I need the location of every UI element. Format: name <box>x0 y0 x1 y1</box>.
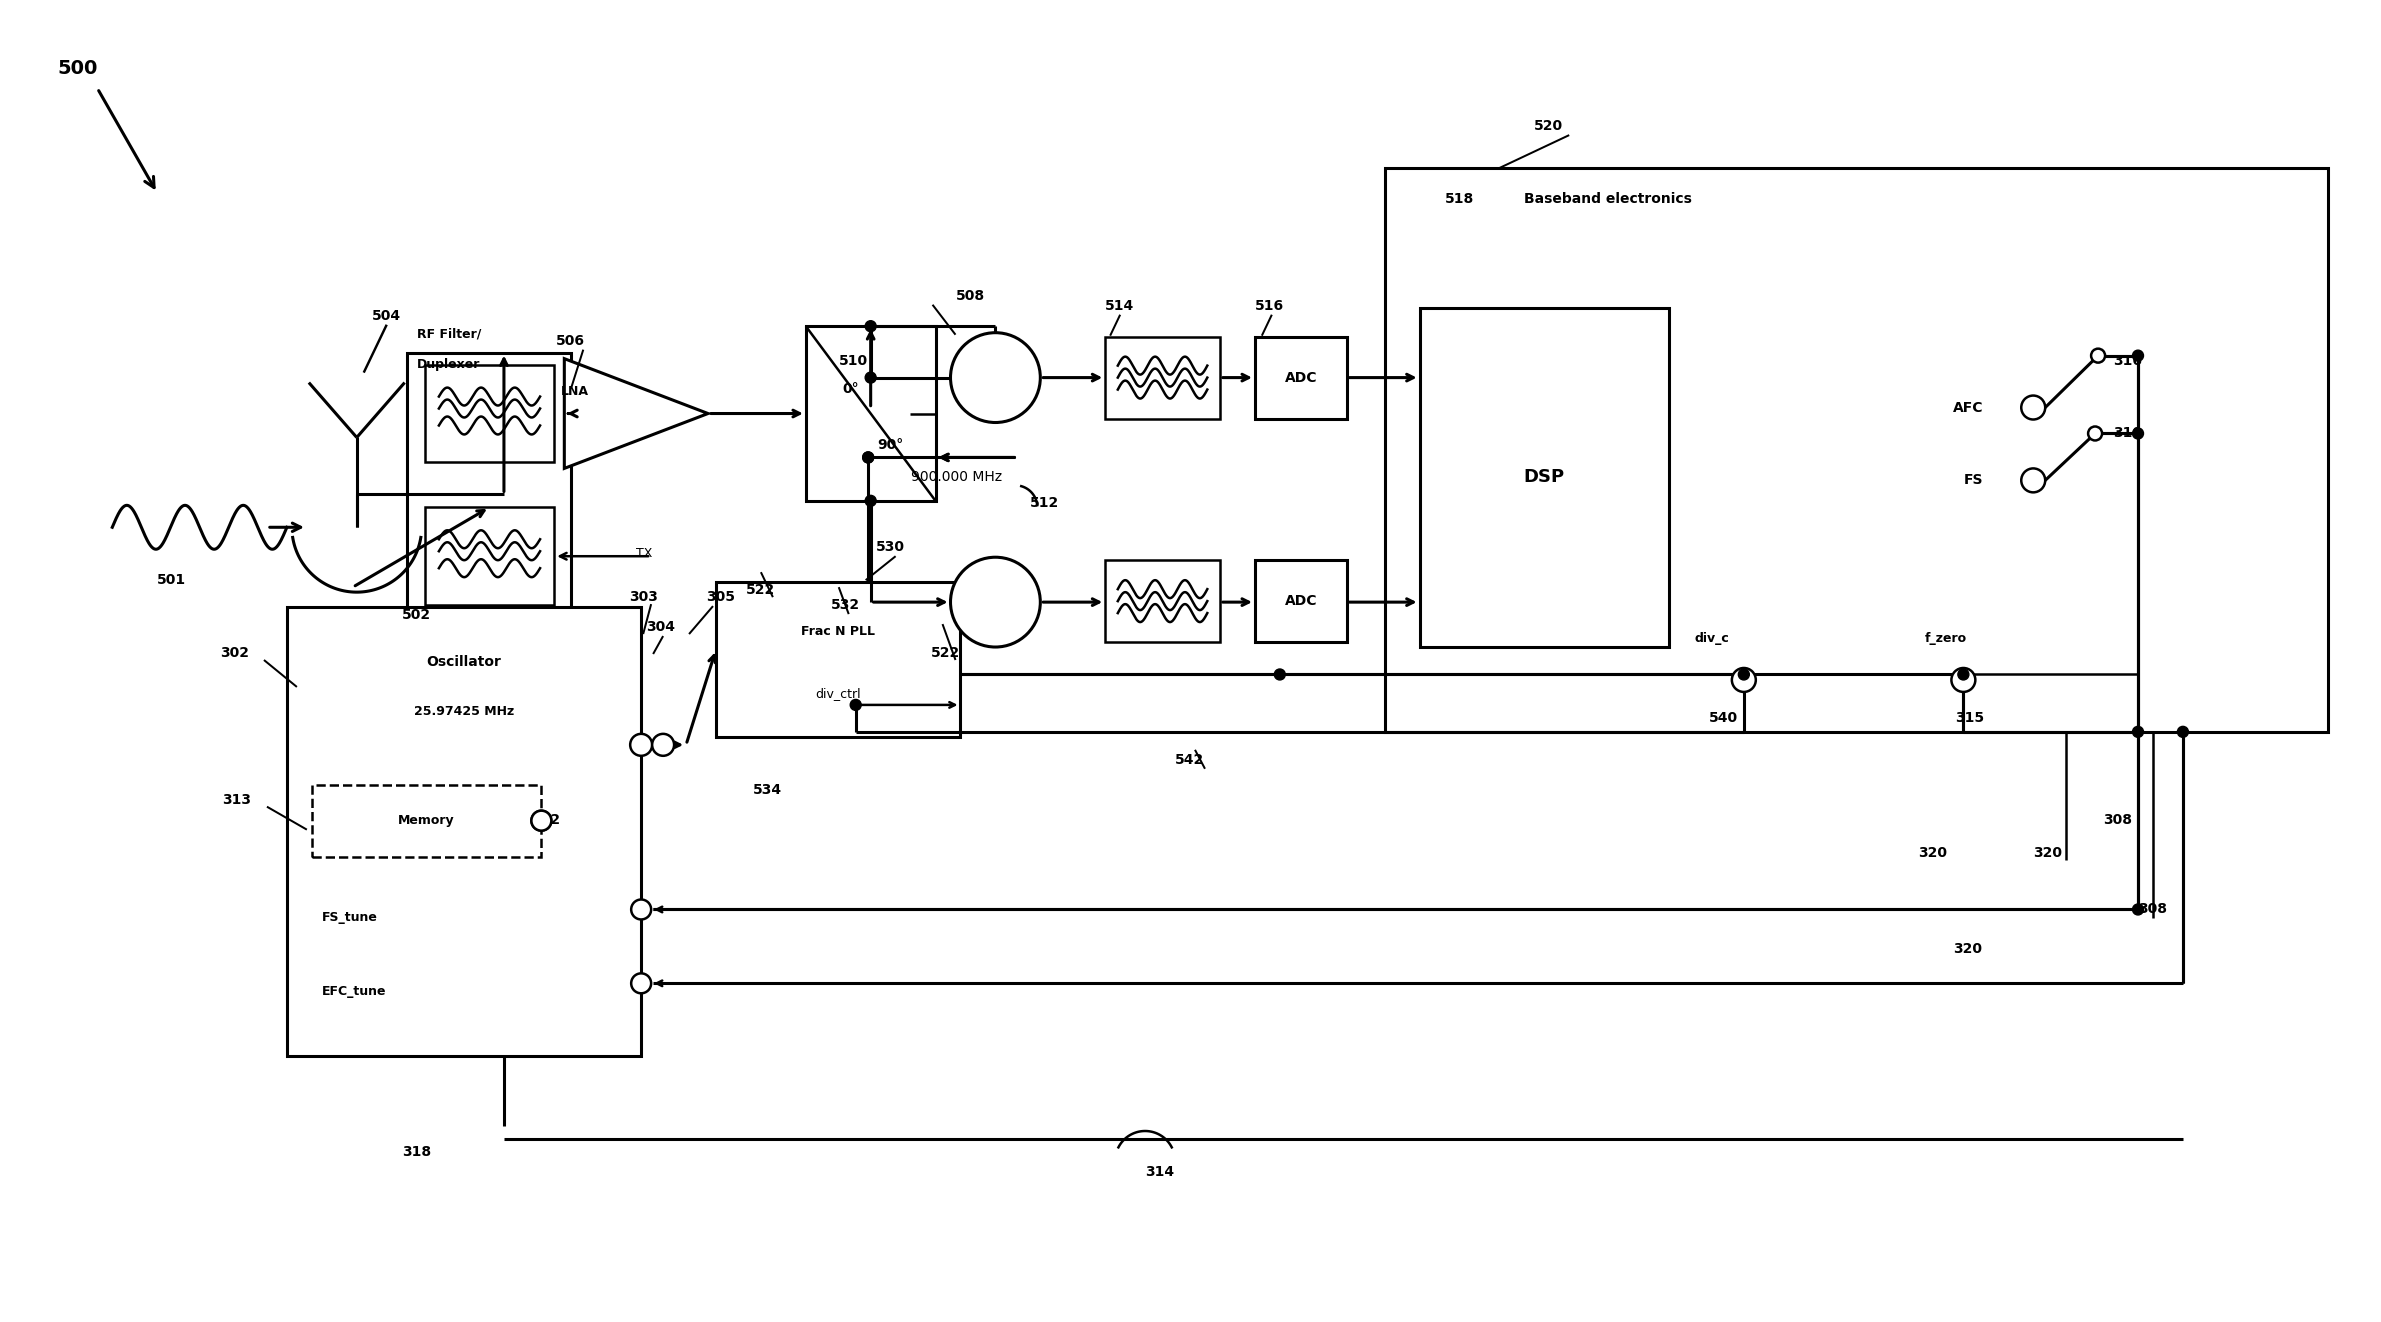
Text: 308: 308 <box>2102 813 2131 826</box>
Circle shape <box>864 321 876 332</box>
Circle shape <box>1738 669 1750 680</box>
Text: 318: 318 <box>402 1145 431 1159</box>
Text: ADC: ADC <box>1283 594 1317 608</box>
Circle shape <box>631 899 650 920</box>
Bar <box>805 327 936 501</box>
Circle shape <box>850 699 862 710</box>
Text: 305: 305 <box>707 590 736 604</box>
Bar <box>717 582 960 736</box>
Circle shape <box>2133 350 2143 361</box>
Circle shape <box>631 734 652 756</box>
Polygon shape <box>564 358 707 468</box>
Circle shape <box>1957 669 1969 680</box>
Text: 302: 302 <box>219 646 250 660</box>
Text: 514: 514 <box>1105 299 1133 313</box>
Text: 320: 320 <box>1952 943 1983 956</box>
Text: 540: 540 <box>1710 711 1738 724</box>
Text: 518: 518 <box>1445 192 1474 206</box>
Text: 320: 320 <box>1919 846 1948 859</box>
Text: div_c: div_c <box>1695 632 1729 645</box>
Text: Memory: Memory <box>398 814 455 828</box>
Text: FS_tune: FS_tune <box>321 911 379 924</box>
Circle shape <box>862 452 874 463</box>
Text: f_zero: f_zero <box>1924 632 1967 645</box>
Circle shape <box>2133 726 2143 738</box>
Circle shape <box>2176 726 2188 738</box>
Text: Duplexer: Duplexer <box>417 358 481 370</box>
Bar <box>312 785 540 857</box>
Bar <box>1419 308 1669 646</box>
Text: FS: FS <box>1964 473 1983 488</box>
Bar <box>407 353 571 617</box>
Text: 316: 316 <box>2112 353 2143 368</box>
Circle shape <box>2091 349 2105 362</box>
Circle shape <box>1731 668 1755 691</box>
Text: Frac N PLL: Frac N PLL <box>802 625 876 639</box>
Circle shape <box>531 810 552 830</box>
Text: 313: 313 <box>221 793 250 806</box>
Text: 506: 506 <box>557 333 586 348</box>
Circle shape <box>2021 468 2045 492</box>
Text: Oscillator: Oscillator <box>426 654 502 669</box>
Circle shape <box>2133 428 2143 439</box>
Text: 502: 502 <box>402 608 431 623</box>
Circle shape <box>864 371 876 383</box>
Bar <box>286 607 640 1056</box>
Text: 312: 312 <box>531 813 560 826</box>
Text: 315: 315 <box>1955 711 1983 724</box>
Bar <box>1255 337 1348 419</box>
Text: 314: 314 <box>1145 1165 1174 1179</box>
Text: 542: 542 <box>1176 752 1205 767</box>
Text: 512: 512 <box>1031 496 1060 510</box>
Text: 501: 501 <box>157 574 186 587</box>
Text: Baseband electronics: Baseband electronics <box>1524 192 1693 206</box>
Bar <box>1105 561 1219 642</box>
Text: 304: 304 <box>645 620 676 635</box>
Text: DSP: DSP <box>1524 468 1564 486</box>
Text: 520: 520 <box>1533 119 1564 134</box>
Circle shape <box>950 557 1040 646</box>
Text: EFC_tune: EFC_tune <box>321 985 386 998</box>
Circle shape <box>631 973 650 993</box>
Text: 90°: 90° <box>879 439 905 452</box>
Text: 504: 504 <box>371 309 400 323</box>
Bar <box>424 365 555 463</box>
Text: TX: TX <box>636 547 652 561</box>
Circle shape <box>950 333 1040 423</box>
Text: 522: 522 <box>745 583 776 598</box>
Circle shape <box>2088 427 2102 440</box>
Text: 530: 530 <box>876 541 905 554</box>
Circle shape <box>2133 904 2143 915</box>
Text: 0°: 0° <box>843 382 860 395</box>
Text: AFC: AFC <box>1952 401 1983 415</box>
Text: 303: 303 <box>629 590 657 604</box>
Text: 900.000 MHz: 900.000 MHz <box>910 471 1002 484</box>
Circle shape <box>1274 669 1286 680</box>
Circle shape <box>862 452 874 463</box>
Text: LNA: LNA <box>562 385 590 398</box>
Circle shape <box>531 810 552 830</box>
Circle shape <box>864 496 876 506</box>
Text: 522: 522 <box>931 646 960 660</box>
Text: 516: 516 <box>1255 299 1283 313</box>
Text: 500: 500 <box>57 59 98 78</box>
Text: 532: 532 <box>831 598 860 612</box>
Text: 510: 510 <box>838 353 867 368</box>
Circle shape <box>2021 395 2045 419</box>
Text: div_ctrl: div_ctrl <box>814 687 862 701</box>
Bar <box>1255 561 1348 642</box>
Text: 508: 508 <box>955 288 986 303</box>
Text: 25.97425 MHz: 25.97425 MHz <box>414 706 514 718</box>
Text: 310: 310 <box>2112 427 2143 440</box>
Bar <box>1105 337 1219 419</box>
Text: RF Filter/: RF Filter/ <box>417 328 481 341</box>
Circle shape <box>1952 668 1976 691</box>
Text: 534: 534 <box>752 783 781 797</box>
Text: 320: 320 <box>2033 846 2062 859</box>
Text: 308: 308 <box>2138 903 2167 916</box>
Bar <box>424 508 555 605</box>
Text: ADC: ADC <box>1283 370 1317 385</box>
Circle shape <box>652 734 674 756</box>
Bar <box>1386 168 2329 732</box>
